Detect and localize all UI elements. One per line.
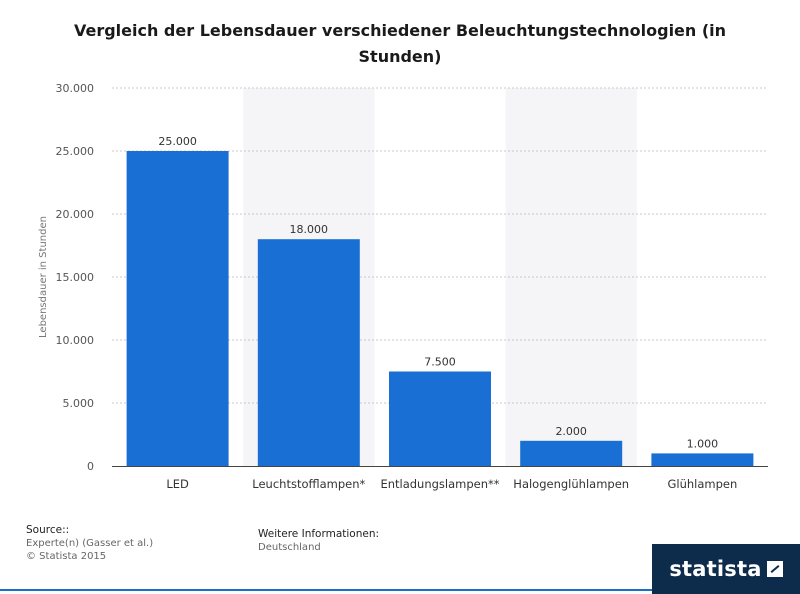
- bottom-rule: [0, 589, 652, 591]
- bar-value-label: 2.000: [555, 425, 587, 438]
- y-tick-label: 20.000: [56, 208, 95, 221]
- copyright: © Statista 2015: [26, 551, 107, 562]
- y-tick-label: 0: [87, 460, 94, 473]
- y-tick-label: 25.000: [56, 145, 95, 158]
- x-tick-label: Glühlampen: [668, 477, 738, 491]
- y-tick-label: 30.000: [56, 82, 95, 95]
- bar-value-label: 7.500: [424, 356, 456, 369]
- x-tick-label: LED: [166, 477, 189, 491]
- y-axis-title: Lebensdauer in Stunden: [38, 216, 49, 338]
- y-axis-ticks: 0 5.000 10.000 15.000 20.000 25.000 30.000: [56, 82, 95, 473]
- bar-chart: 0 5.000 10.000 15.000 20.000 25.000 30.000 25.…: [38, 82, 768, 491]
- statista-logo[interactable]: statista: [652, 544, 800, 594]
- x-tick-label: Entladungslampen**: [380, 477, 499, 491]
- logo-text: statista: [669, 557, 762, 581]
- logo-mark-icon: [766, 561, 783, 577]
- bar[interactable]: [389, 371, 491, 467]
- info-detail: Deutschland: [258, 542, 321, 553]
- x-tick-label: Halogenglühlampen: [513, 477, 629, 491]
- bar[interactable]: [126, 151, 229, 466]
- bar-value-label: 18.000: [290, 223, 329, 236]
- info-block: Weitere Informationen: Deutschland: [258, 527, 379, 555]
- source-detail: Experte(n) (Gasser et al.): [26, 538, 154, 549]
- background-band: [505, 88, 637, 466]
- bar-value-label: 1.000: [687, 437, 719, 450]
- value-labels: 25.000 18.000 7.500 2.000 1.000: [158, 135, 718, 450]
- y-tick-label: 15.000: [56, 271, 95, 284]
- source-heading: Source::: [26, 524, 70, 536]
- info-heading: Weitere Informationen:: [258, 528, 380, 540]
- y-tick-label: 5.000: [63, 397, 95, 410]
- bars: [126, 151, 754, 467]
- bar[interactable]: [520, 440, 623, 466]
- x-tick-label: Leuchtstofflampen*: [252, 477, 365, 491]
- chart-title: Vergleich der Lebensdauer verschiedener …: [73, 21, 727, 66]
- bar[interactable]: [651, 453, 754, 466]
- y-tick-label: 10.000: [56, 334, 95, 347]
- bar-value-label: 25.000: [158, 135, 197, 148]
- category-labels: LED Leuchtstofflampen* Entladungslampen** H…: [166, 477, 737, 491]
- bar[interactable]: [257, 239, 360, 466]
- source-block: Source:: Experte(n) (Gasser et al.) © St…: [26, 524, 153, 563]
